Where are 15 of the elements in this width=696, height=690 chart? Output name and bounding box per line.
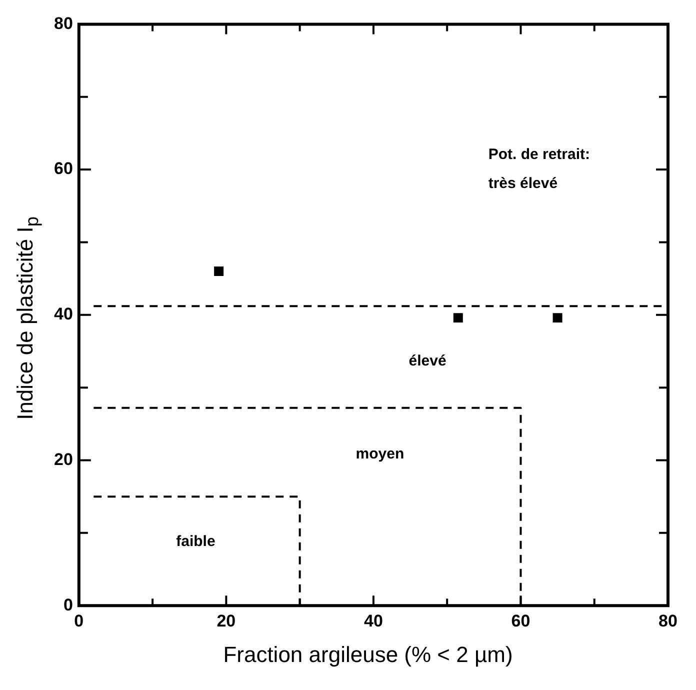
annotation: moyen bbox=[356, 446, 404, 463]
annotation: faible bbox=[176, 532, 216, 550]
x-tick-label: 80 bbox=[658, 611, 678, 630]
x-axis-title: Fraction argileuse (% < 2 µm) bbox=[222, 642, 514, 668]
y-tick-label: 20 bbox=[54, 450, 73, 469]
y-tick-label: 40 bbox=[54, 304, 73, 324]
annotation: très élevé bbox=[488, 175, 558, 192]
x-tick-label: 20 bbox=[216, 611, 236, 630]
y-tick-label: 0 bbox=[63, 595, 73, 614]
annotation: Pot. de retrait: bbox=[488, 146, 590, 164]
x-tick-label: 60 bbox=[511, 611, 530, 630]
y-tick-label: 80 bbox=[54, 14, 73, 33]
y-tick-label: 60 bbox=[54, 159, 73, 178]
x-tick-label: 40 bbox=[364, 611, 383, 630]
annotation: élevé bbox=[408, 352, 446, 370]
